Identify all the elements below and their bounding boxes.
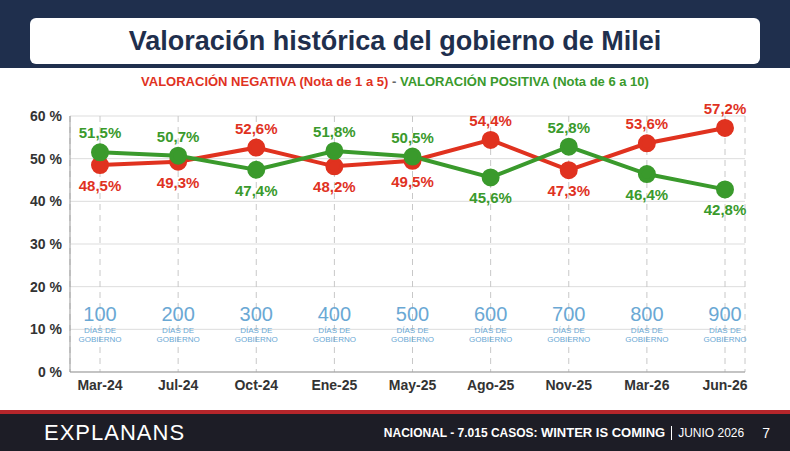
svg-text:400: 400: [318, 303, 351, 325]
svg-text:DÍAS DE: DÍAS DE: [709, 326, 741, 335]
svg-text:47,3%: 47,3%: [547, 182, 590, 199]
svg-text:50 %: 50 %: [30, 151, 62, 167]
svg-text:200: 200: [161, 303, 194, 325]
svg-text:700: 700: [552, 303, 585, 325]
svg-text:GOBIERNO: GOBIERNO: [235, 335, 278, 344]
svg-text:47,4%: 47,4%: [235, 182, 278, 199]
svg-text:Oct-24: Oct-24: [234, 377, 278, 393]
svg-text:Jun-26: Jun-26: [702, 377, 747, 393]
svg-text:500: 500: [396, 303, 429, 325]
svg-text:DÍAS DE: DÍAS DE: [553, 326, 585, 335]
svg-text:52,8%: 52,8%: [547, 119, 590, 136]
svg-text:48,5%: 48,5%: [79, 177, 122, 194]
svg-text:50,7%: 50,7%: [157, 128, 200, 145]
svg-text:20 %: 20 %: [30, 279, 62, 295]
svg-text:51,8%: 51,8%: [313, 123, 356, 140]
svg-text:Mar-26: Mar-26: [624, 377, 669, 393]
svg-text:51,5%: 51,5%: [79, 124, 122, 141]
svg-text:0 %: 0 %: [38, 364, 63, 380]
svg-text:52,6%: 52,6%: [235, 120, 278, 137]
svg-text:Nov-25: Nov-25: [545, 377, 592, 393]
svg-text:46,4%: 46,4%: [626, 186, 669, 203]
html-text:NACIONAL - 7.015 CASOS: WINTER: NACIONAL - 7.015 CASOS: WINTER IS COMING: [383, 425, 666, 440]
svg-text:48,2%: 48,2%: [313, 178, 356, 195]
svg-text:40 %: 40 %: [30, 193, 62, 209]
html-text:7: 7: [762, 424, 770, 441]
html-text:VALORACIÓN NEGATIVA (Nota de 1: VALORACIÓN NEGATIVA (Nota de 1 a 5) - VA…: [141, 74, 649, 89]
svg-text:Mar-24: Mar-24: [77, 377, 122, 393]
svg-text:Ago-25: Ago-25: [467, 377, 515, 393]
svg-text:800: 800: [630, 303, 663, 325]
svg-text:Jul-24: Jul-24: [158, 377, 199, 393]
svg-text:600: 600: [474, 303, 507, 325]
svg-text:54,4%: 54,4%: [469, 112, 512, 129]
svg-text:Ene-25: Ene-25: [311, 377, 357, 393]
svg-text:60 %: 60 %: [30, 108, 62, 124]
svg-text:DÍAS DE: DÍAS DE: [162, 326, 194, 335]
svg-text:DÍAS DE: DÍAS DE: [396, 326, 428, 335]
svg-text:53,6%: 53,6%: [626, 115, 669, 132]
svg-text:GOBIERNO: GOBIERNO: [391, 335, 434, 344]
svg-text:49,3%: 49,3%: [157, 174, 200, 191]
svg-text:GOBIERNO: GOBIERNO: [547, 335, 590, 344]
html-text:JUNIO 2026: JUNIO 2026: [678, 425, 745, 440]
svg-text:GOBIERNO: GOBIERNO: [313, 335, 356, 344]
html-text:Valoración histórica del gobie: Valoración histórica del gobierno de Mil…: [128, 25, 662, 56]
svg-text:57,2%: 57,2%: [704, 100, 747, 117]
html-text:EXPLANANS: EXPLANANS: [44, 419, 186, 445]
svg-text:DÍAS DE: DÍAS DE: [84, 326, 116, 335]
svg-text:DÍAS DE: DÍAS DE: [240, 326, 272, 335]
svg-text:45,6%: 45,6%: [469, 189, 512, 206]
svg-text:DÍAS DE: DÍAS DE: [318, 326, 350, 335]
svg-text:GOBIERNO: GOBIERNO: [469, 335, 512, 344]
svg-text:10 %: 10 %: [30, 321, 62, 337]
svg-text:49,5%: 49,5%: [391, 173, 434, 190]
svg-text:DÍAS DE: DÍAS DE: [631, 326, 663, 335]
svg-text:May-25: May-25: [389, 377, 437, 393]
svg-text:GOBIERNO: GOBIERNO: [78, 335, 121, 344]
svg-text:900: 900: [708, 303, 741, 325]
svg-text:300: 300: [240, 303, 273, 325]
svg-text:30 %: 30 %: [30, 236, 62, 252]
svg-text:GOBIERNO: GOBIERNO: [703, 335, 746, 344]
svg-text:100: 100: [83, 303, 116, 325]
svg-text:DÍAS DE: DÍAS DE: [475, 326, 507, 335]
svg-text:42,8%: 42,8%: [704, 201, 747, 218]
svg-text:GOBIERNO: GOBIERNO: [625, 335, 668, 344]
svg-text:GOBIERNO: GOBIERNO: [157, 335, 200, 344]
svg-text:50,5%: 50,5%: [391, 129, 434, 146]
